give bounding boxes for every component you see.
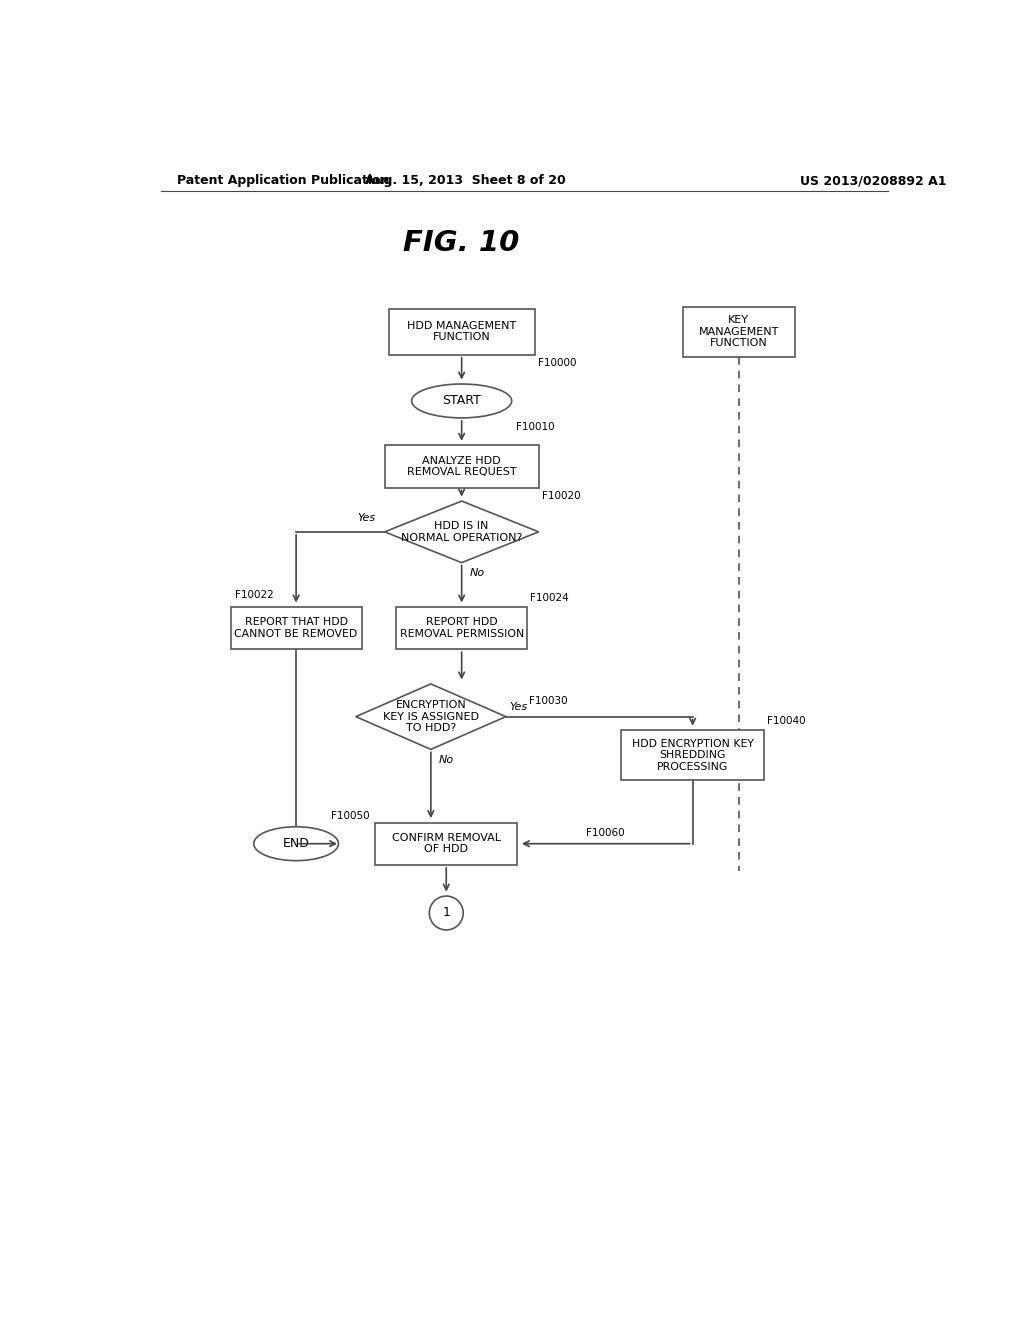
FancyBboxPatch shape <box>230 607 361 649</box>
Text: No: No <box>438 755 454 766</box>
Text: F10020: F10020 <box>542 491 581 502</box>
Circle shape <box>429 896 463 929</box>
Text: REPORT THAT HDD
CANNOT BE REMOVED: REPORT THAT HDD CANNOT BE REMOVED <box>234 618 357 639</box>
Text: No: No <box>469 569 484 578</box>
Text: START: START <box>442 395 481 408</box>
Text: Patent Application Publication: Patent Application Publication <box>177 174 389 187</box>
Ellipse shape <box>254 826 339 861</box>
FancyBboxPatch shape <box>388 309 535 355</box>
FancyBboxPatch shape <box>385 445 539 487</box>
Text: KEY
MANAGEMENT
FUNCTION: KEY MANAGEMENT FUNCTION <box>698 315 779 348</box>
Text: F10040: F10040 <box>767 715 806 726</box>
Polygon shape <box>385 502 539 562</box>
Text: FIG. 10: FIG. 10 <box>403 230 520 257</box>
Text: HDD MANAGEMENT
FUNCTION: HDD MANAGEMENT FUNCTION <box>407 321 516 342</box>
Text: US 2013/0208892 A1: US 2013/0208892 A1 <box>801 174 947 187</box>
Text: F10000: F10000 <box>538 358 577 368</box>
FancyBboxPatch shape <box>683 306 795 356</box>
FancyBboxPatch shape <box>622 730 764 780</box>
Text: F10060: F10060 <box>586 828 625 838</box>
Text: 1: 1 <box>442 907 451 920</box>
Text: F10030: F10030 <box>529 696 567 706</box>
FancyBboxPatch shape <box>396 607 527 649</box>
Text: Yes: Yes <box>509 702 527 713</box>
Text: END: END <box>283 837 309 850</box>
Text: Aug. 15, 2013  Sheet 8 of 20: Aug. 15, 2013 Sheet 8 of 20 <box>366 174 566 187</box>
Text: F10050: F10050 <box>331 810 370 821</box>
Text: CONFIRM REMOVAL
OF HDD: CONFIRM REMOVAL OF HDD <box>392 833 501 854</box>
Text: F10022: F10022 <box>234 590 273 599</box>
Text: Yes: Yes <box>357 513 376 523</box>
Text: ENCRYPTION
KEY IS ASSIGNED
TO HDD?: ENCRYPTION KEY IS ASSIGNED TO HDD? <box>383 700 479 733</box>
FancyBboxPatch shape <box>375 822 517 865</box>
Text: F10010: F10010 <box>515 422 554 432</box>
Text: REPORT HDD
REMOVAL PERMISSION: REPORT HDD REMOVAL PERMISSION <box>399 618 524 639</box>
Polygon shape <box>355 684 506 750</box>
Text: HDD IS IN
NORMAL OPERATION?: HDD IS IN NORMAL OPERATION? <box>401 521 522 543</box>
Text: HDD ENCRYPTION KEY
SHREDDING
PROCESSING: HDD ENCRYPTION KEY SHREDDING PROCESSING <box>632 739 754 772</box>
Text: ANALYZE HDD
REMOVAL REQUEST: ANALYZE HDD REMOVAL REQUEST <box>407 455 516 478</box>
Text: F10024: F10024 <box>530 593 569 603</box>
Ellipse shape <box>412 384 512 418</box>
